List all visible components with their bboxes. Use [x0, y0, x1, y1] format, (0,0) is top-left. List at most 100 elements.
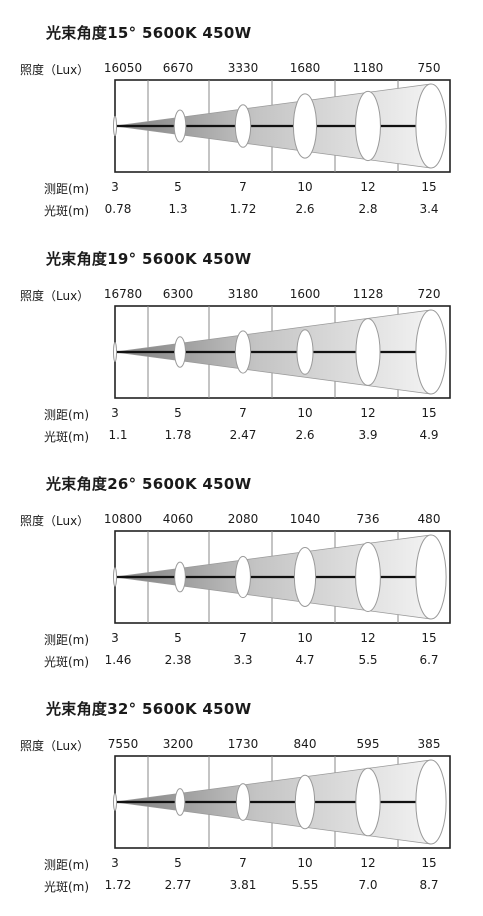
distance-row-label: 测距(m): [44, 858, 90, 872]
lux-value: 1680: [289, 61, 321, 75]
lux-value: 480: [417, 512, 441, 526]
light-spot: [113, 567, 117, 587]
beam-panel-4: 光束角度32° 5600K 450W 照度（Lux） 测距(m) 光斑(m) 7550 3…: [0, 676, 483, 901]
distance-value: 5: [174, 406, 182, 420]
distance-value: 5: [174, 180, 182, 194]
spot-row-label: 光斑(m): [44, 655, 90, 669]
distance-value: 5: [174, 856, 182, 870]
spot-value: 1.78: [164, 428, 192, 442]
lux-value: 385: [417, 737, 441, 751]
light-spot: [113, 115, 117, 137]
beam-panel-2: 光束角度19° 5600K 450W 照度（Lux） 测距(m) 光斑(m) 16780…: [0, 226, 483, 451]
lux-value: 16780: [103, 287, 143, 301]
lux-value: 10800: [103, 512, 143, 526]
distance-value: 15: [421, 406, 437, 420]
distance-value: 7: [239, 631, 247, 645]
distance-value: 7: [239, 856, 247, 870]
beam-diagram: [113, 530, 451, 624]
lux-row-label: 照度（Lux）: [20, 289, 90, 303]
lux-value: 1040: [289, 512, 321, 526]
lux-value: 736: [356, 512, 380, 526]
lux-row-label: 照度（Lux）: [20, 739, 90, 753]
lux-value: 750: [417, 61, 441, 75]
lux-value: 4060: [162, 512, 194, 526]
distance-value: 15: [421, 856, 437, 870]
light-spot: [235, 783, 251, 821]
distance-value: 12: [360, 406, 376, 420]
lux-value: 1730: [227, 737, 259, 751]
spot-value: 1.72: [104, 878, 132, 892]
light-spot: [415, 309, 447, 395]
spot-value: 2.8: [358, 202, 378, 216]
panel-title: 光束角度15° 5600K 450W: [46, 24, 252, 42]
light-spot: [415, 759, 447, 845]
spot-value: 1.46: [104, 653, 132, 667]
beam-panel-3: 光束角度26° 5600K 450W 照度（Lux） 测距(m) 光斑(m) 10800…: [0, 451, 483, 676]
distance-value: 3: [111, 180, 119, 194]
spot-value: 8.7: [419, 878, 439, 892]
beam-panel-1: 光束角度15° 5600K 450W 照度（Lux） 测距(m) 光斑(m) 16050…: [0, 0, 483, 225]
lux-value: 7550: [107, 737, 139, 751]
lux-row-label: 照度（Lux）: [20, 63, 90, 77]
distance-value: 15: [421, 180, 437, 194]
light-spot: [296, 329, 314, 375]
light-spot: [355, 767, 381, 837]
distance-row-label: 测距(m): [44, 633, 90, 647]
lux-value: 6300: [162, 287, 194, 301]
spot-value: 3.81: [229, 878, 257, 892]
distance-value: 3: [111, 406, 119, 420]
spot-value: 2.47: [229, 428, 257, 442]
spot-value: 2.77: [164, 878, 192, 892]
lux-value: 3200: [162, 737, 194, 751]
panel-title: 光束角度19° 5600K 450W: [46, 250, 252, 268]
distance-value: 7: [239, 406, 247, 420]
spot-value: 1.72: [229, 202, 257, 216]
panel-title: 光束角度26° 5600K 450W: [46, 475, 252, 493]
spot-value: 3.3: [233, 653, 253, 667]
spot-value: 3.4: [419, 202, 439, 216]
distance-row-label: 测距(m): [44, 182, 90, 196]
lux-value: 720: [417, 287, 441, 301]
light-spot: [355, 542, 381, 612]
distance-value: 7: [239, 180, 247, 194]
light-spot: [415, 83, 447, 169]
spot-value: 4.9: [419, 428, 439, 442]
beam-diagram: [113, 755, 451, 849]
lux-value: 1180: [352, 61, 384, 75]
spot-value: 3.9: [358, 428, 378, 442]
spot-value: 2.38: [164, 653, 192, 667]
distance-value: 10: [297, 406, 313, 420]
distance-value: 3: [111, 856, 119, 870]
distance-value: 12: [360, 631, 376, 645]
light-spot: [293, 547, 317, 607]
light-spot: [174, 336, 186, 368]
light-spot: [355, 318, 381, 386]
lux-value: 840: [293, 737, 317, 751]
beam-diagram: [113, 79, 451, 173]
lux-value: 1128: [352, 287, 384, 301]
distance-value: 10: [297, 856, 313, 870]
lux-value: 595: [356, 737, 380, 751]
light-spot: [355, 90, 381, 162]
distance-value: 15: [421, 631, 437, 645]
light-spot: [235, 555, 251, 599]
light-spot: [415, 534, 447, 620]
distance-value: 10: [297, 631, 313, 645]
spot-value: 6.7: [419, 653, 439, 667]
spot-row-label: 光斑(m): [44, 430, 90, 444]
distance-row-label: 测距(m): [44, 408, 90, 422]
spot-row-label: 光斑(m): [44, 880, 90, 894]
spot-value: 0.78: [104, 202, 132, 216]
lux-value: 16050: [103, 61, 143, 75]
spot-value: 5.55: [291, 878, 319, 892]
distance-value: 3: [111, 631, 119, 645]
lux-value: 2080: [227, 512, 259, 526]
spot-value: 5.5: [358, 653, 378, 667]
distance-value: 5: [174, 631, 182, 645]
light-spot: [292, 93, 318, 159]
beam-diagram: [113, 305, 451, 399]
spot-value: 2.6: [295, 202, 315, 216]
lux-value: 3180: [227, 287, 259, 301]
light-spot: [234, 104, 252, 148]
light-spot: [174, 788, 186, 816]
